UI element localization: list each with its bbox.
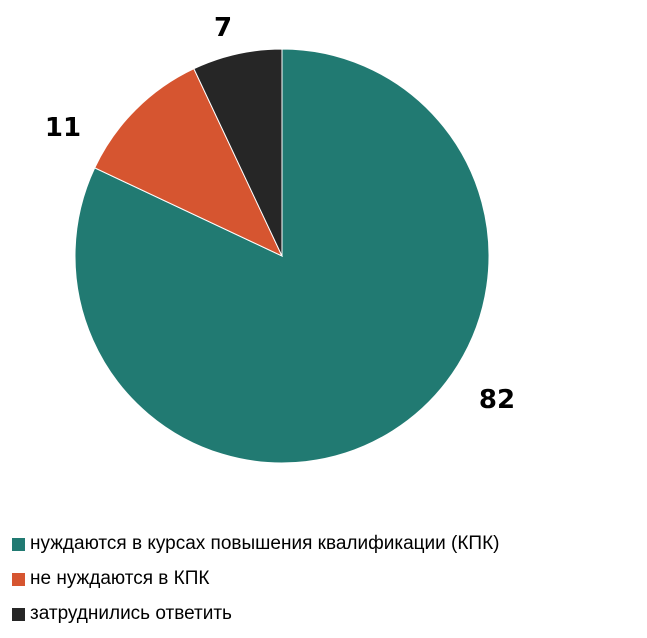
legend-label: затруднились ответить bbox=[30, 603, 232, 624]
pie-data-label: 82 bbox=[479, 385, 515, 415]
pie-slice-undecided bbox=[193, 48, 283, 257]
legend-item: нуждаются в курсах повышения квалификаци… bbox=[12, 533, 499, 555]
legend-item: не нуждаются в КПК bbox=[12, 568, 499, 590]
pie-slices bbox=[74, 48, 490, 464]
pie-slice-no-need-kpk bbox=[94, 68, 284, 258]
legend-swatch bbox=[12, 607, 25, 621]
legend-swatch bbox=[12, 537, 25, 551]
pie-data-label: 7 bbox=[214, 13, 232, 43]
legend-label: нуждаются в курсах повышения квалификаци… bbox=[30, 533, 500, 554]
pie-data-label: 11 bbox=[45, 113, 81, 143]
legend-swatch bbox=[12, 572, 25, 586]
legend-label: не нуждаются в КПК bbox=[30, 568, 210, 589]
legend-item: затруднились ответить bbox=[12, 603, 499, 625]
pie-chart: 82 11 7 bbox=[45, 13, 515, 464]
pie-data-labels: 82 11 7 bbox=[45, 13, 515, 415]
legend: нуждаются в курсах повышения квалификаци… bbox=[12, 533, 499, 638]
